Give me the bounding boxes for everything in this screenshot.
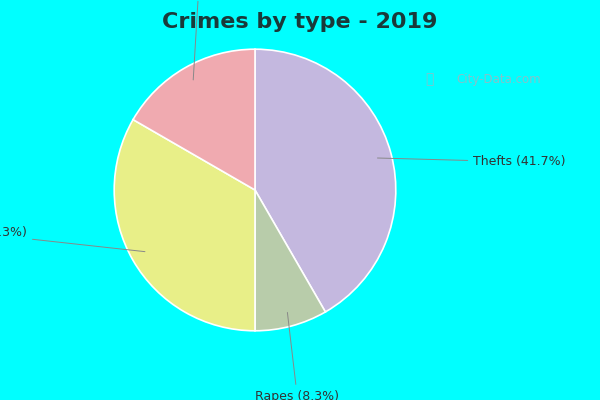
Text: Arson (16.7%): Arson (16.7%) [154,0,243,80]
Text: ⓘ: ⓘ [425,72,433,86]
Wedge shape [255,49,396,312]
Text: Burglaries (33.3%): Burglaries (33.3%) [0,226,145,252]
Text: Crimes by type - 2019: Crimes by type - 2019 [163,12,437,32]
Text: Rapes (8.3%): Rapes (8.3%) [255,312,339,400]
Wedge shape [255,190,325,331]
Wedge shape [133,49,255,190]
Text: Thefts (41.7%): Thefts (41.7%) [377,155,566,168]
Text: City-Data.com: City-Data.com [456,74,541,86]
Wedge shape [114,120,255,331]
